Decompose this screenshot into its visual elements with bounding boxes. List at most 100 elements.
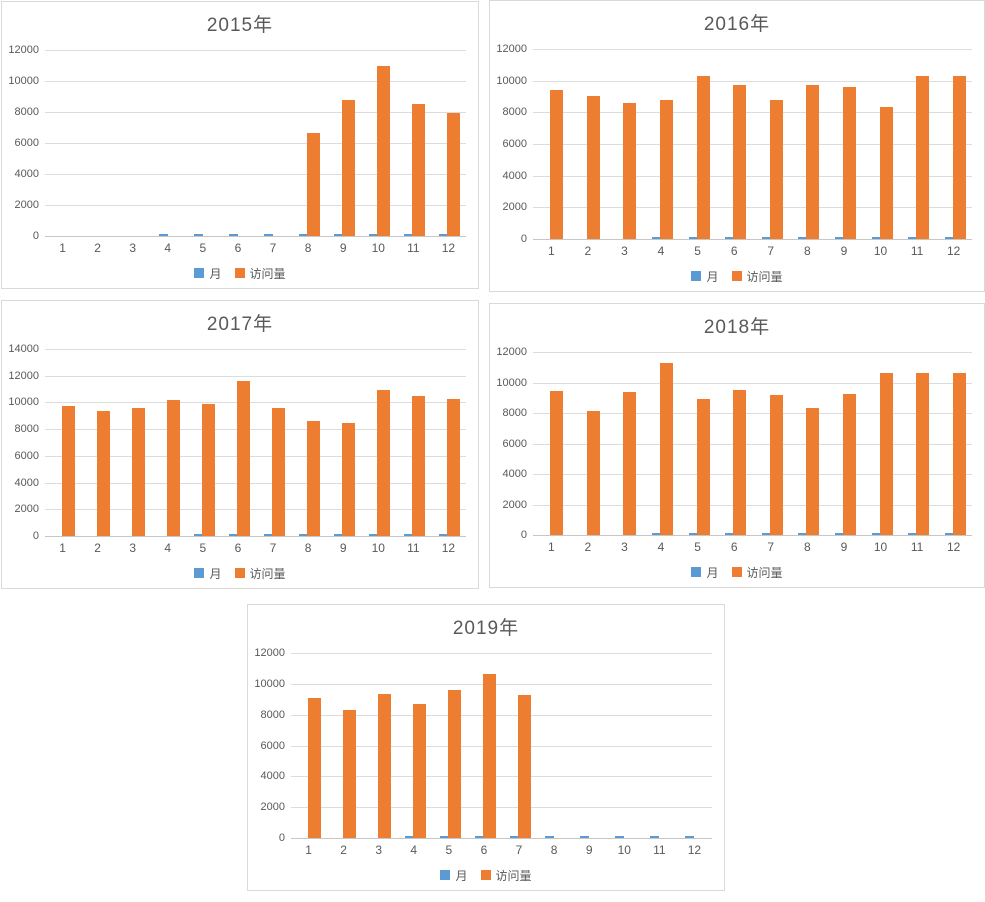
legend-swatch-month <box>194 568 205 578</box>
x-axis-tick-label: 11 <box>407 241 420 255</box>
gridline <box>533 413 972 414</box>
gridline <box>533 112 972 114</box>
y-axis-tick-label: 4000 <box>502 468 527 480</box>
month-bar <box>404 836 414 838</box>
month-bar <box>264 534 274 536</box>
month-bar <box>871 237 881 239</box>
y-axis-tick-label: 12000 <box>8 369 39 382</box>
chart-title: 2019年 <box>452 618 520 639</box>
x-axis-tick-label: 11 <box>910 244 924 258</box>
x-axis-tick-label: 5 <box>694 540 701 554</box>
month-bar <box>404 534 414 536</box>
legend: 月 访问量 <box>2 258 478 288</box>
x-axis-tick-label: 3 <box>621 244 628 258</box>
month-bar <box>439 836 449 838</box>
gridline <box>45 174 466 175</box>
gridline <box>291 745 712 747</box>
visits-bar <box>842 393 856 535</box>
y-axis-tick-label: 8000 <box>260 708 285 721</box>
visits-bar <box>696 75 710 239</box>
x-axis-tick-label: 5 <box>199 241 207 255</box>
legend: 月 访问量 <box>490 261 984 291</box>
x-axis-tick-label: 6 <box>480 843 488 857</box>
visits-bar <box>236 381 250 536</box>
y-axis-tick-label: 4000 <box>502 169 527 182</box>
x-axis-tick-label: 2 <box>584 244 592 258</box>
legend-swatch-visits <box>480 870 491 880</box>
month-bar <box>158 234 168 236</box>
x-axis-tick-label: 2 <box>94 241 101 255</box>
visits-bar <box>272 407 286 536</box>
x-axis-labels: 1 2 3 4 5 6 7 8 9 10 11 12 <box>533 239 972 261</box>
month-bar <box>299 234 309 236</box>
visits-bar <box>550 90 564 239</box>
x-axis-tick-label: 12 <box>946 244 961 258</box>
x-axis-tick-label: 7 <box>767 244 775 258</box>
y-axis-tick-label: 0 <box>520 529 527 541</box>
x-axis-tick-label: 6 <box>730 244 738 258</box>
month-bar <box>580 836 590 838</box>
y-axis-tick-label: 8000 <box>502 407 527 419</box>
gridline <box>45 482 466 484</box>
visits-bar <box>733 84 747 239</box>
x-axis-tick-label: 10 <box>371 541 385 555</box>
x-axis-tick-label: 12 <box>441 241 456 255</box>
visits-bar <box>307 698 321 838</box>
visits-bar <box>201 404 215 536</box>
visits-bar <box>96 411 110 536</box>
y-axis-tick-label: 8000 <box>14 423 39 436</box>
gridline <box>291 776 712 778</box>
visits-bar <box>879 106 893 239</box>
y-axis-tick-label: 0 <box>32 230 39 242</box>
x-axis-tick-label: 1 <box>547 244 555 258</box>
legend-swatch-month <box>194 268 205 278</box>
plot-area: 0 2000 4000 6000 8000 10000 12000 <box>496 346 972 541</box>
month-bar <box>299 534 309 536</box>
visits-bar <box>377 693 391 838</box>
gridline <box>45 143 466 144</box>
gridline <box>45 455 466 457</box>
visits-bar <box>307 132 321 236</box>
x-axis-tick-label: 5 <box>199 541 207 555</box>
legend-swatch-month <box>691 567 702 577</box>
x-axis-tick-label: 9 <box>339 541 347 555</box>
month-bar <box>798 533 808 535</box>
visits-bar <box>61 405 75 536</box>
x-axis-tick-label: 4 <box>657 244 665 258</box>
month-bar <box>761 533 771 535</box>
chart-title: 2016年 <box>703 14 771 35</box>
visits-bar <box>806 85 820 239</box>
x-axis-tick-label: 3 <box>129 241 137 255</box>
visits-bar <box>952 75 966 239</box>
x-axis-tick-label: 11 <box>653 843 666 857</box>
x-axis-tick-label: 7 <box>269 241 277 255</box>
x-axis-tick-label: 12 <box>441 541 456 555</box>
visits-bar <box>447 399 461 536</box>
plot-area: 0 2000 4000 6000 8000 10000 12000 <box>496 43 972 245</box>
month-bar <box>834 533 844 535</box>
x-axis-line <box>291 838 712 839</box>
x-axis-tick-label: 1 <box>305 843 312 857</box>
month-bar <box>725 533 735 535</box>
x-axis-tick-label: 8 <box>550 843 558 857</box>
legend-swatch-month <box>691 271 702 281</box>
y-axis-tick-label: 0 <box>278 832 285 844</box>
visits-bar <box>412 703 426 838</box>
plot-area: 0 2000 4000 6000 8000 10000 12000 14000 <box>8 343 466 542</box>
visits-bar <box>166 400 180 536</box>
x-axis-tick-label: 8 <box>803 244 811 258</box>
visits-bar <box>342 99 356 236</box>
month-bar <box>944 237 954 239</box>
month-bar <box>264 234 274 236</box>
x-axis-tick-label: 2 <box>340 843 347 857</box>
y-axis-tick-label: 14000 <box>8 343 39 355</box>
visits-bar <box>916 75 930 239</box>
x-axis-tick-label: 6 <box>730 540 738 554</box>
gridline <box>533 443 972 445</box>
x-axis-line <box>533 239 972 240</box>
gridline <box>45 81 466 82</box>
x-axis-tick-label: 4 <box>164 541 172 555</box>
y-axis-tick-label: 10000 <box>496 74 527 87</box>
legend-label: 月 <box>209 566 222 581</box>
